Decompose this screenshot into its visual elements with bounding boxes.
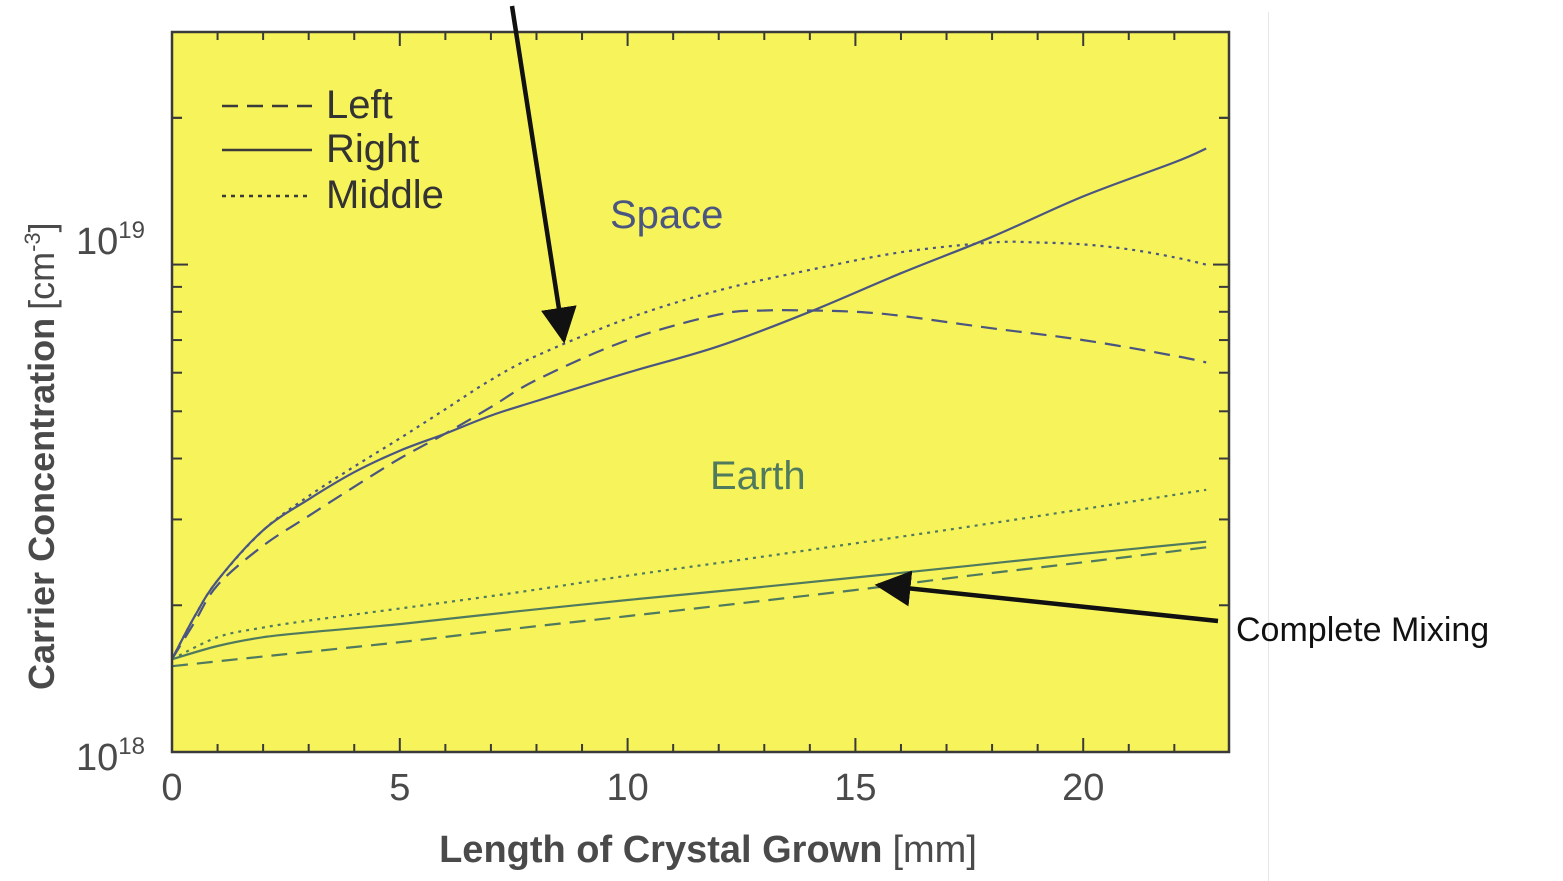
x-axis-title: Length of Crystal Grown [mm] — [439, 829, 977, 871]
x-tick-label-10: 10 — [606, 767, 648, 809]
x-tick-labels: 0 5 10 15 20 — [161, 767, 1104, 809]
series-line-space-solid — [171, 147, 1207, 660]
series-line-space-dashed — [171, 309, 1207, 660]
group-label-space: Space — [610, 193, 723, 237]
group-label-earth: Earth — [710, 454, 806, 498]
annotation-arrow-top — [509, 5, 577, 344]
y-axis-title-unit-suffix: ] — [21, 222, 62, 232]
series-layer — [171, 147, 1207, 668]
legend: Left Right Middle — [222, 83, 444, 217]
legend-label-right: Right — [326, 127, 419, 171]
x-tick-label-15: 15 — [834, 767, 876, 809]
x-tick-label-0: 0 — [161, 767, 182, 809]
y-tick-label-1e19-base: 10 — [76, 221, 118, 263]
annotation-label-complete-mixing: Complete Mixing — [1236, 611, 1489, 649]
annotations: Complete Mixing — [509, 5, 1489, 649]
y-tick-label-1e18-base: 10 — [76, 737, 118, 779]
y-tick-label-1e19: 1019 — [76, 217, 145, 263]
plot-frame — [170, 30, 1231, 754]
y-axis-title-unit-prefix: [cm — [21, 252, 62, 310]
x-tick-label-5: 5 — [389, 767, 410, 809]
legend-label-middle: Middle — [326, 173, 444, 217]
annotation-arrow-complete-mixing — [874, 570, 1219, 624]
series-line-earth-dotted — [171, 488, 1207, 661]
series-line-earth-solid — [171, 540, 1207, 661]
legend-label-left: Left — [326, 83, 393, 127]
x-axis-title-unit: [mm] — [892, 829, 976, 871]
y-axis-title-main: Carrier Concentration — [21, 318, 62, 690]
y-axis-title: Carrier Concentration [cm-3] — [20, 222, 62, 690]
y-tick-label-1e18-exp: 18 — [118, 733, 145, 760]
plot-area — [172, 32, 1229, 752]
x-axis-title-main: Length of Crystal Grown — [439, 829, 882, 871]
page-divider — [1268, 12, 1269, 881]
y-axis-title-unit-exp: -3 — [20, 232, 45, 252]
y-tick-label-1e19-exp: 19 — [118, 217, 145, 244]
x-tick-label-20: 20 — [1062, 767, 1104, 809]
y-tick-label-1e18: 1018 — [76, 733, 145, 779]
